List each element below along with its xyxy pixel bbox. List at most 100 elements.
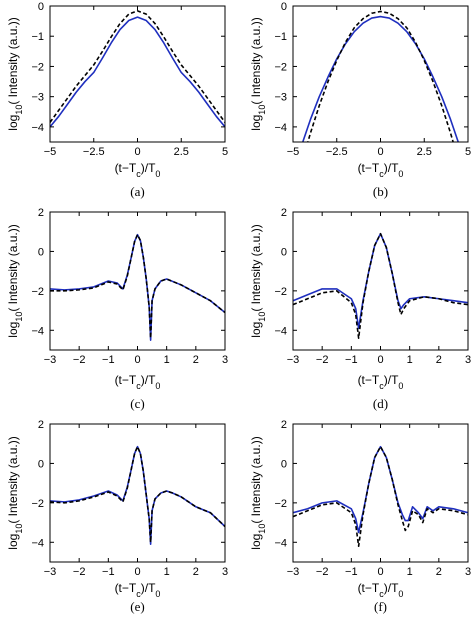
- y-tick-label: 2: [281, 207, 287, 219]
- y-tick-label: −4: [31, 325, 44, 337]
- x-tick-label: −2: [316, 566, 329, 578]
- y-tick-label: −4: [274, 325, 287, 337]
- y-tick-label: −3: [31, 92, 44, 104]
- x-axis-label: (t−Tc)/T0: [115, 373, 161, 391]
- dashed-series-line: [307, 10, 454, 142]
- x-tick-label: −2: [73, 566, 86, 578]
- solid-series-line: [293, 232, 468, 330]
- y-tick-label: −2: [274, 61, 287, 73]
- x-tick-label: 1: [164, 354, 170, 366]
- y-tick-label: −1: [274, 31, 287, 43]
- panel-caption: (c): [130, 396, 144, 411]
- solid-series-line: [301, 15, 460, 142]
- y-axis-label: log10( Intensity (a.u.)): [249, 224, 267, 337]
- x-tick-label: 3: [465, 566, 471, 578]
- y-tick-label: −4: [31, 537, 44, 549]
- dashed-series-line: [50, 10, 225, 123]
- x-axis-label: (t−Tc)/T0: [115, 161, 161, 179]
- x-tick-label: 0: [134, 354, 140, 366]
- y-tick-label: −1: [31, 31, 44, 43]
- x-axis-label: (t−Tc)/T0: [358, 581, 404, 599]
- x-axis-label: (t−Tc)/T0: [358, 373, 404, 391]
- panel-b: −5 −2.5 0 2.5 5 0 −1 −2 −3 −4 (t−Tc)/T0 log10( Inte…: [249, 1, 471, 199]
- x-tick-label: 0: [377, 146, 383, 158]
- x-tick-label: 5: [465, 146, 471, 158]
- x-tick-label: 0: [134, 566, 140, 578]
- y-tick-label: 0: [38, 458, 44, 470]
- panel-a: −5 −2.5 0 2.5 5 0 −1 −2 −3 −4 (t−Tc)/T0 log10( Inte…: [6, 1, 228, 199]
- x-tick-label: −3: [44, 566, 57, 578]
- plot-frame: [49, 211, 226, 351]
- x-tick-label: 0: [377, 566, 383, 578]
- x-tick-label: 3: [222, 354, 228, 366]
- y-tick-label: −4: [274, 537, 287, 549]
- x-tick-label: −2: [316, 354, 329, 366]
- dashed-series-line: [293, 445, 468, 548]
- plot-frame: [49, 423, 226, 563]
- x-tick-label: 5: [222, 146, 228, 158]
- y-tick-label: −2: [274, 498, 287, 510]
- y-tick-label: 2: [38, 419, 44, 431]
- x-tick-label: 0: [377, 354, 383, 366]
- y-tick-label: −3: [274, 92, 287, 104]
- panel-e: −3 −2 −1 0 1 2 3 2 0 −2 −4 (t−Tc)/T0 log10( Intensit…: [6, 419, 228, 614]
- plot-frame: [292, 5, 469, 143]
- y-tick-label: −2: [31, 61, 44, 73]
- dashed-series-line: [293, 232, 468, 339]
- x-tick-label: 2.5: [417, 146, 432, 158]
- y-tick-label: 0: [38, 1, 44, 13]
- x-tick-label: −3: [287, 566, 300, 578]
- plot-frame: [292, 423, 469, 563]
- x-tick-label: 1: [407, 354, 413, 366]
- y-tick-label: 2: [38, 207, 44, 219]
- x-axis-label: (t−Tc)/T0: [358, 161, 404, 179]
- x-tick-label: 2: [193, 566, 199, 578]
- panel-caption: (a): [130, 184, 144, 199]
- panel-c: −3 −2 −1 0 1 2 3 2 0 −2 −4 (t−Tc)/T0 log10( Intensit…: [6, 207, 228, 411]
- y-tick-label: 0: [281, 246, 287, 258]
- x-tick-label: −2: [73, 354, 86, 366]
- x-tick-label: 3: [465, 354, 471, 366]
- y-tick-label: −2: [31, 498, 44, 510]
- solid-series-line: [50, 233, 225, 341]
- x-tick-label: −3: [44, 354, 57, 366]
- plot-frame: [49, 5, 226, 143]
- y-tick-label: −4: [274, 122, 287, 134]
- panel-f: −3 −2 −1 0 1 2 3 2 0 −2 −4 (t−Tc)/T0 log10( Intensit…: [249, 419, 471, 614]
- x-tick-label: −2.5: [326, 146, 348, 158]
- x-tick-label: 1: [407, 566, 413, 578]
- solid-series-line: [293, 445, 468, 534]
- plot-frame: [292, 211, 469, 351]
- x-axis-label: (t−Tc)/T0: [115, 581, 161, 599]
- dashed-series-line: [50, 445, 225, 544]
- panel-d: −3 −2 −1 0 1 2 3 2 0 −2 −4 (t−Tc)/T0 log10( Intensit…: [249, 207, 471, 411]
- y-tick-label: −2: [31, 286, 44, 298]
- x-tick-label: 2.5: [174, 146, 189, 158]
- x-tick-label: −3: [287, 354, 300, 366]
- x-tick-label: 2: [436, 354, 442, 366]
- y-tick-label: 0: [281, 458, 287, 470]
- panel-caption: (b): [373, 184, 388, 199]
- x-tick-label: 1: [164, 566, 170, 578]
- y-tick-label: 0: [38, 246, 44, 258]
- x-tick-label: 2: [193, 354, 199, 366]
- x-tick-label: 3: [222, 566, 228, 578]
- y-axis-label: log10( Intensity (a.u.)): [249, 17, 267, 130]
- x-tick-label: −1: [102, 354, 115, 366]
- y-axis-label: log10( Intensity (a.u.)): [249, 436, 267, 549]
- solid-series-line: [50, 16, 225, 128]
- solid-series-line: [50, 445, 225, 546]
- panel-caption: (f): [374, 599, 387, 614]
- x-tick-label: −1: [102, 566, 115, 578]
- x-tick-label: −1: [345, 566, 358, 578]
- x-tick-label: −5: [44, 146, 57, 158]
- dashed-series-line: [50, 233, 225, 339]
- y-tick-label: 2: [281, 419, 287, 431]
- y-tick-label: −2: [274, 286, 287, 298]
- x-tick-label: −2.5: [83, 146, 105, 158]
- y-axis-label: log10( Intensity (a.u.)): [6, 17, 24, 130]
- y-axis-label: log10( Intensity (a.u.)): [6, 224, 24, 337]
- x-tick-label: −1: [345, 354, 358, 366]
- y-tick-label: −4: [31, 122, 44, 134]
